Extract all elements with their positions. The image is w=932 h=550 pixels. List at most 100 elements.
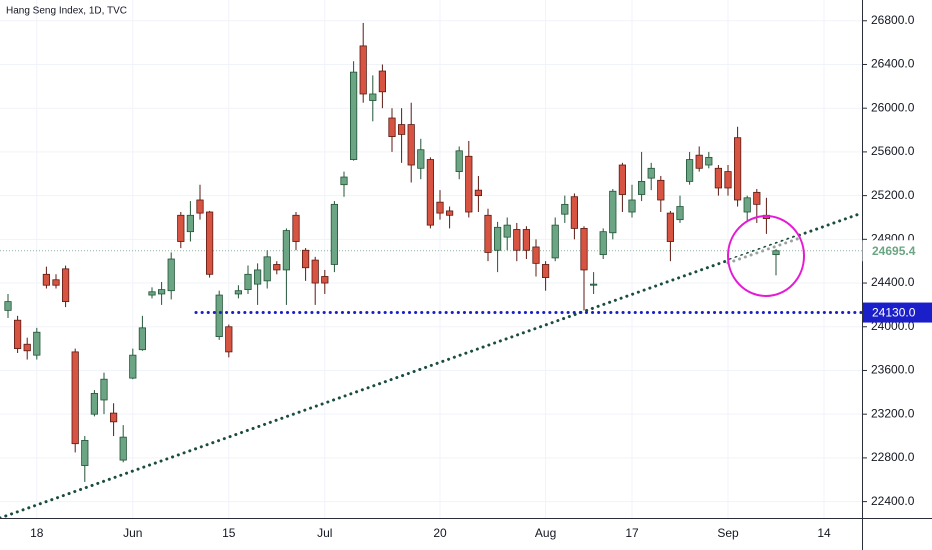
candle-body bbox=[753, 191, 761, 205]
grid bbox=[0, 0, 862, 518]
candle-body bbox=[686, 159, 694, 182]
highlight-ellipse bbox=[727, 215, 805, 297]
candle-body bbox=[570, 196, 579, 229]
candle-body bbox=[215, 294, 223, 337]
y-tick-label: 26000.0 bbox=[871, 100, 915, 114]
y-tick-label: 22800.0 bbox=[871, 450, 915, 464]
candle-body bbox=[225, 326, 233, 353]
candle-body bbox=[119, 436, 127, 461]
candle-body bbox=[772, 250, 780, 256]
y-axis-panel bbox=[862, 0, 932, 550]
candle-body bbox=[724, 171, 732, 189]
candle-body bbox=[474, 189, 483, 197]
last-price-badge bbox=[862, 240, 932, 262]
candle-body bbox=[52, 279, 60, 286]
candle-body bbox=[542, 264, 550, 278]
candle-body bbox=[292, 214, 300, 242]
candle-body bbox=[657, 179, 665, 201]
candle-body bbox=[561, 203, 569, 215]
candle-body bbox=[90, 393, 98, 415]
candle-body bbox=[81, 440, 89, 466]
candle-body bbox=[234, 290, 242, 295]
candle-body bbox=[110, 412, 118, 423]
candle-body bbox=[33, 331, 41, 356]
candle-body bbox=[177, 214, 185, 242]
candle-body bbox=[62, 268, 70, 303]
y-tick-label: 25200.0 bbox=[871, 188, 915, 202]
candle-body bbox=[186, 214, 194, 233]
x-tick-label: 15 bbox=[222, 526, 236, 540]
candle-body bbox=[743, 197, 751, 213]
candle-body bbox=[42, 273, 51, 286]
candle-body bbox=[330, 203, 339, 265]
candle-body bbox=[714, 167, 723, 189]
candle-body bbox=[647, 167, 655, 179]
candle-body bbox=[503, 224, 511, 238]
candle-body bbox=[13, 319, 22, 350]
candle-body bbox=[273, 264, 281, 271]
candle-body bbox=[369, 93, 377, 101]
x-tick-label: Aug bbox=[535, 526, 556, 540]
candle-body bbox=[205, 211, 214, 275]
y-tick-label: 23600.0 bbox=[871, 363, 915, 377]
candle-body bbox=[282, 230, 291, 271]
y-tick-label: 25600.0 bbox=[871, 144, 915, 158]
x-tick-label: Sep bbox=[717, 526, 739, 540]
candle-body bbox=[129, 354, 137, 379]
candle-body bbox=[484, 214, 492, 253]
candle-body bbox=[465, 155, 473, 213]
x-tick-label: Jun bbox=[123, 526, 142, 540]
x-tick-label: 20 bbox=[433, 526, 447, 540]
candle-body bbox=[676, 206, 684, 221]
candles bbox=[4, 22, 780, 482]
candle-body bbox=[455, 150, 463, 172]
candle-body bbox=[71, 351, 79, 445]
candle-body bbox=[157, 289, 166, 295]
candle-body bbox=[378, 70, 387, 93]
candle-body bbox=[340, 176, 348, 186]
candle-body bbox=[244, 273, 252, 290]
candle-body bbox=[349, 71, 358, 160]
candle-body bbox=[100, 378, 108, 401]
candle-body bbox=[148, 291, 156, 296]
candle-body bbox=[551, 224, 559, 259]
candle-body bbox=[388, 117, 396, 138]
candle-body bbox=[599, 231, 607, 256]
candle-body bbox=[532, 246, 540, 264]
candle-body bbox=[666, 212, 675, 242]
candle-body bbox=[695, 154, 703, 169]
candle-body bbox=[609, 190, 617, 234]
x-tick-label: 17 bbox=[625, 526, 639, 540]
candle-body bbox=[253, 269, 262, 285]
candle-body bbox=[359, 45, 367, 95]
candle-body bbox=[493, 226, 502, 251]
axis-labels: 22400.022800.023200.023600.024000.024400… bbox=[30, 13, 932, 540]
candle-body bbox=[407, 124, 415, 166]
candle-body bbox=[167, 258, 175, 292]
candle-body bbox=[138, 327, 146, 351]
candle-body bbox=[734, 137, 742, 201]
y-tick-label: 24400.0 bbox=[871, 275, 915, 289]
y-tick-label: 26800.0 bbox=[871, 13, 915, 27]
trend-line bbox=[0, 211, 864, 520]
y-tick-label: 22400.0 bbox=[871, 494, 915, 508]
candle-body bbox=[417, 149, 425, 169]
candle-body bbox=[196, 199, 204, 214]
candle-body bbox=[580, 228, 588, 271]
candle-body bbox=[705, 156, 713, 166]
x-tick-label: Jul bbox=[317, 526, 332, 540]
y-tick-label: 26400.0 bbox=[871, 57, 915, 71]
candle-body bbox=[618, 164, 627, 195]
x-axis-panel bbox=[0, 518, 932, 550]
x-tick-label: 18 bbox=[30, 526, 44, 540]
candle-body bbox=[590, 283, 598, 286]
candle-body bbox=[426, 159, 435, 226]
candle-body bbox=[311, 259, 319, 284]
candle-body bbox=[321, 276, 329, 284]
x-tick-label: 14 bbox=[817, 526, 831, 540]
chart-title: Hang Seng Index, 1D, TVC bbox=[6, 6, 127, 17]
y-tick-label: 23200.0 bbox=[871, 406, 915, 420]
candle-body bbox=[445, 210, 454, 216]
